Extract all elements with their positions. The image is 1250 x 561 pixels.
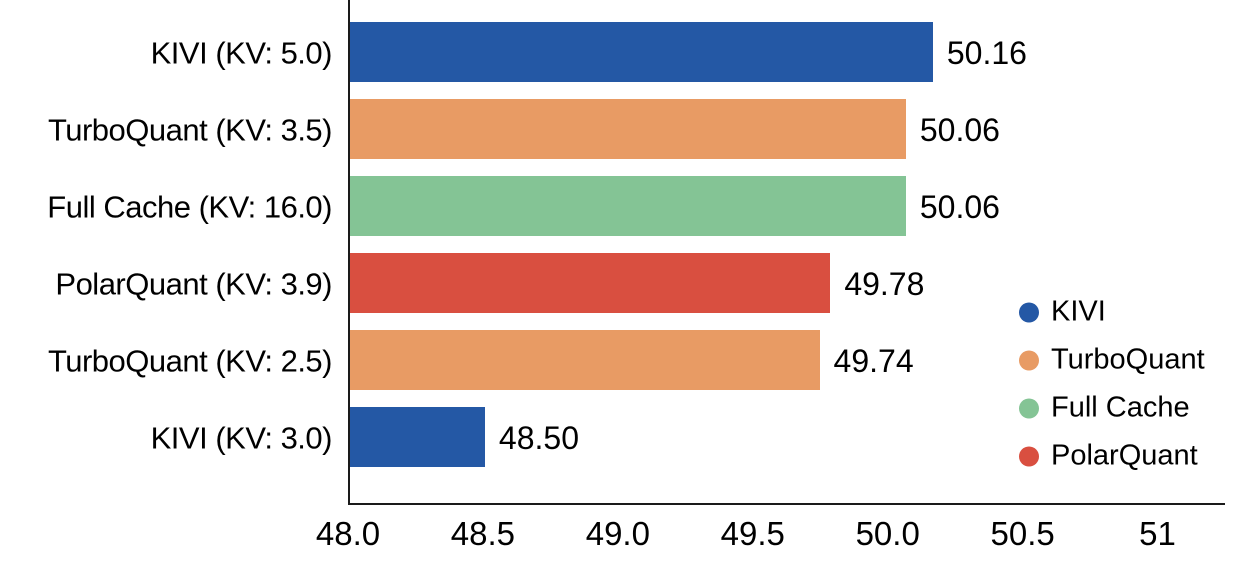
x-tick-label: 49.5	[720, 515, 785, 552]
category-label: KIVI (KV: 3.0)	[150, 420, 333, 456]
bar-kivi-0	[350, 22, 933, 82]
bar-turboquant-1	[350, 99, 906, 159]
legend-item-turboquant: TurboQuant	[1019, 343, 1205, 376]
category-label: TurboQuant (KV: 2.5)	[47, 343, 333, 379]
bar-full-cache-2	[350, 176, 906, 236]
bar-value-label: 50.06	[919, 112, 1000, 148]
legend-item-polarquant: PolarQuant	[1019, 439, 1198, 472]
bar-polarquant-3	[350, 253, 831, 313]
legend-marker-icon	[1019, 302, 1039, 322]
bar-turboquant-4	[350, 330, 820, 390]
legend-label: PolarQuant	[1051, 439, 1198, 472]
category-label: TurboQuant (KV: 3.5)	[47, 112, 333, 148]
x-tick-label: 49.0	[585, 515, 650, 552]
bar-value-label: 49.78	[844, 266, 925, 302]
bar-value-label: 49.74	[833, 343, 914, 379]
legend-label: Full Cache	[1051, 391, 1190, 424]
category-label: KIVI (KV: 5.0)	[150, 35, 333, 71]
y-axis-line	[348, 0, 350, 505]
x-tick-label: 50.5	[990, 515, 1055, 552]
x-axis-line	[348, 503, 1225, 505]
legend-marker-icon	[1019, 446, 1039, 466]
legend-label: KIVI	[1051, 295, 1106, 328]
legend-marker-icon	[1019, 398, 1039, 418]
category-label: Full Cache (KV: 16.0)	[47, 189, 332, 225]
category-label: PolarQuant (KV: 3.9)	[55, 266, 332, 302]
legend-label: TurboQuant	[1051, 343, 1205, 376]
x-tick-label: 50.0	[855, 515, 920, 552]
legend-item-full-cache: Full Cache	[1019, 391, 1190, 424]
legend-marker-icon	[1019, 350, 1039, 370]
bar-value-label: 48.50	[498, 420, 579, 456]
bar-value-label: 50.16	[946, 35, 1027, 71]
x-tick-label: 48.5	[450, 515, 516, 552]
legend-item-kivi: KIVI	[1019, 295, 1106, 328]
x-tick-label: 48.0	[315, 515, 381, 552]
x-tick-label: 51	[1139, 515, 1176, 552]
bar-kivi-5	[350, 407, 485, 467]
bar-value-label: 50.06	[919, 189, 1000, 225]
